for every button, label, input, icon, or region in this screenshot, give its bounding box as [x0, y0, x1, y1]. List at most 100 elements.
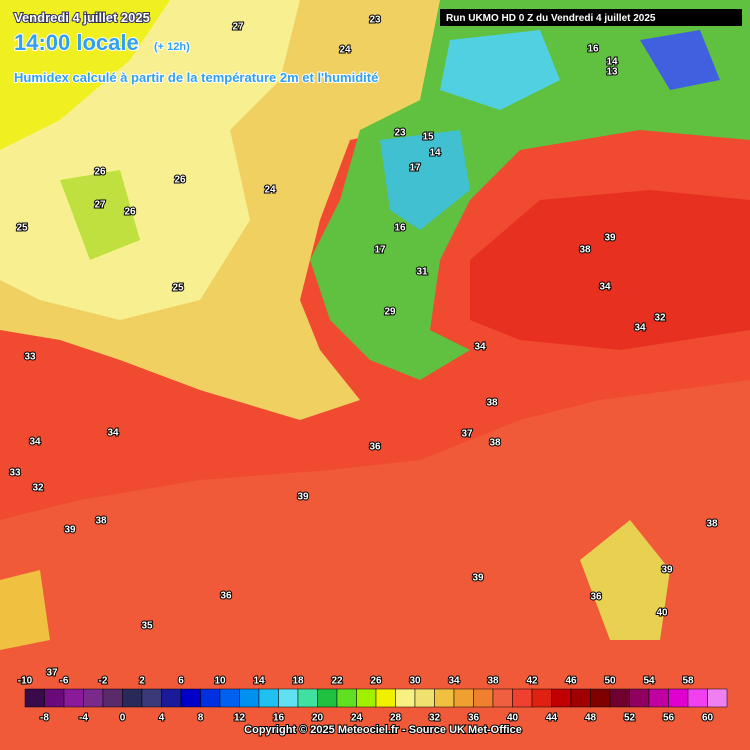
contour-label: 39	[64, 525, 76, 536]
legend-swatch	[551, 688, 572, 708]
contour-label: 37	[46, 668, 58, 679]
legend-label: 14	[253, 676, 265, 687]
legend-swatch	[297, 688, 318, 708]
legend-swatch	[375, 688, 396, 708]
contour-label: 38	[489, 438, 501, 449]
contour-label: 36	[369, 442, 381, 453]
contour-label: 36	[220, 591, 232, 602]
legend-swatch	[278, 688, 299, 708]
legend-label: 34	[448, 676, 460, 687]
yellow-zone	[0, 0, 170, 150]
legend-label: 4	[159, 713, 165, 724]
legend-label: 16	[273, 713, 285, 724]
contour-label: 39	[604, 233, 616, 244]
legend-swatch	[200, 688, 221, 708]
contour-label: 39	[297, 492, 309, 503]
contour-label: 39	[472, 573, 484, 584]
legend-swatch	[590, 688, 611, 708]
mountain-zone	[310, 0, 750, 380]
legend-label: 60	[702, 713, 714, 724]
legend-label: 36	[468, 713, 480, 724]
legend-label: 30	[409, 676, 421, 687]
contour-label: 24	[264, 185, 276, 196]
legend-label: 50	[604, 676, 616, 687]
contour-label: 14	[429, 148, 441, 159]
contour-label: 16	[587, 44, 599, 55]
cold-zone	[640, 30, 720, 90]
contour-label: 33	[24, 352, 36, 363]
legend-swatch	[24, 688, 45, 708]
legend-swatch	[609, 688, 630, 708]
legend-swatch	[668, 688, 689, 708]
contour-label: 34	[474, 342, 486, 353]
contour-label: 25	[172, 283, 184, 294]
contour-label: 23	[394, 128, 406, 139]
legend-label: 22	[331, 676, 343, 687]
legend-label: 58	[682, 676, 694, 687]
contour-label: 16	[394, 223, 406, 234]
copyright: Copyright © 2025 Meteociel.fr - Source U…	[244, 724, 522, 736]
legend-label: 26	[370, 676, 382, 687]
contour-label: 38	[706, 519, 718, 530]
legend-label: 54	[643, 676, 655, 687]
legend-label: 24	[351, 713, 363, 724]
contour-label: 34	[107, 428, 119, 439]
legend-swatch	[648, 688, 669, 708]
legend-swatch	[102, 688, 123, 708]
contour-label: 34	[29, 437, 41, 448]
legend-swatch	[219, 688, 240, 708]
contour-label: 39	[661, 565, 673, 576]
contour-label: 34	[634, 323, 646, 334]
legend-swatch	[414, 688, 435, 708]
legend-label: 44	[546, 713, 558, 724]
green-patch	[60, 170, 140, 260]
run-box	[440, 9, 742, 26]
legend-swatch	[434, 688, 455, 708]
legend-label: 46	[565, 676, 577, 687]
contour-label: 24	[339, 45, 351, 56]
lead: (+ 12h)	[154, 41, 190, 53]
legend-swatch	[629, 688, 650, 708]
legend-label: 28	[390, 713, 402, 724]
legend-swatch	[122, 688, 143, 708]
legend-swatch	[83, 688, 104, 708]
legend-swatch	[258, 688, 279, 708]
legend-label: 32	[429, 713, 441, 724]
legend-label: 56	[663, 713, 675, 724]
legend-swatch	[180, 688, 201, 708]
legend-label: 12	[234, 713, 246, 724]
legend-swatch	[453, 688, 474, 708]
legend-swatch	[707, 688, 728, 708]
legend-swatch	[63, 688, 84, 708]
contour-label: 14	[606, 57, 618, 68]
contour-label: 40	[656, 608, 668, 619]
legend-label: 38	[487, 676, 499, 687]
legend-label: 40	[507, 713, 519, 724]
contour-label: 33	[9, 468, 21, 479]
legend-swatch	[336, 688, 357, 708]
legend-label: -4	[79, 713, 88, 724]
contour-label: 15	[422, 132, 434, 143]
legend-swatch	[161, 688, 182, 708]
legend-label: 48	[585, 713, 597, 724]
subtitle: Humidex calculé à partir de la températu…	[14, 70, 378, 85]
contour-label: 38	[486, 398, 498, 409]
contour-label: 38	[579, 245, 591, 256]
legend-swatch	[512, 688, 533, 708]
legend-label: 52	[624, 713, 636, 724]
legend-label: 18	[292, 676, 304, 687]
legend-label: -8	[40, 713, 49, 724]
cold-zone	[380, 130, 470, 230]
legend-label: 2	[139, 676, 145, 687]
legend-label: 8	[198, 713, 204, 724]
legend-label: 42	[526, 676, 538, 687]
legend-label: 10	[214, 676, 226, 687]
contour-label: 25	[16, 223, 28, 234]
legend-swatch	[317, 688, 338, 708]
contour-label: 17	[409, 163, 421, 174]
legend-swatch	[687, 688, 708, 708]
contour-label: 26	[124, 207, 136, 218]
legend-swatch	[570, 688, 591, 708]
contour-label: 27	[232, 22, 244, 33]
